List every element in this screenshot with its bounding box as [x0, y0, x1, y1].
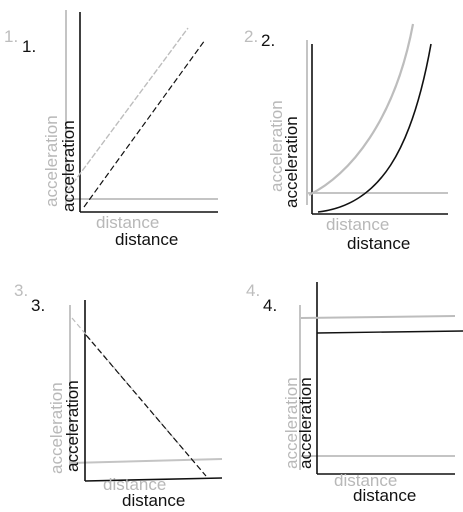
- panel-3-number: 3.: [31, 296, 45, 315]
- panel-1-line: [83, 39, 206, 208]
- panel-1-y-label: acceleration: [59, 120, 78, 212]
- panel-2-x-label: distance: [347, 234, 410, 253]
- panel-3-x-label-ghost: distance: [103, 475, 166, 494]
- panel-1-x-label-ghost: distance: [96, 213, 159, 232]
- panel-2-x-label-ghost: distance: [326, 215, 389, 234]
- panel-2-curve: [317, 43, 432, 213]
- panel-1: 1. 1. acceleration acceleration distance…: [4, 10, 218, 249]
- panel-1-line-ghost: [67, 27, 189, 191]
- panel-1-x-label: distance: [115, 230, 178, 249]
- panel-4-y-label-ghost: acceleration: [282, 377, 301, 469]
- panel-2-y-label-ghost: acceleration: [267, 100, 286, 192]
- panel-4-line-ghost: [300, 315, 456, 319]
- panel-4: 4. 4. acceleration acceleration distance…: [246, 281, 463, 505]
- panel-1-number-ghost: 1.: [4, 27, 18, 46]
- panel-3-x-label: distance: [122, 491, 185, 510]
- panel-2: 2. 2. acceleration acceleration distance…: [244, 23, 448, 253]
- panel-3-x-axis: [84, 477, 223, 482]
- panel-1-y-label-ghost: acceleration: [42, 115, 61, 207]
- panel-4-number: 4.: [263, 296, 277, 315]
- panel-4-line: [316, 330, 463, 334]
- panel-2-number-ghost: 2.: [244, 27, 258, 46]
- panel-3-line: [85, 334, 207, 477]
- panel-2-curve-ghost: [308, 23, 415, 196]
- panel-3: 3. 3. acceleration acceleration distance…: [14, 281, 223, 510]
- panel-2-y-label: acceleration: [282, 116, 301, 208]
- panel-4-y-label: acceleration: [296, 377, 315, 469]
- panel-1-number: 1.: [22, 37, 36, 56]
- panel-3-number-ghost: 3.: [14, 281, 28, 300]
- panel-4-x-label-ghost: distance: [334, 471, 397, 490]
- panel-2-number: 2.: [261, 31, 275, 50]
- panel-3-y-label-ghost: acceleration: [47, 382, 66, 474]
- panel-4-number-ghost: 4.: [246, 281, 260, 300]
- panel-4-x-label: distance: [353, 486, 416, 505]
- panel-3-x-axis-ghost: [69, 458, 223, 464]
- panel-3-y-label: acceleration: [63, 380, 82, 472]
